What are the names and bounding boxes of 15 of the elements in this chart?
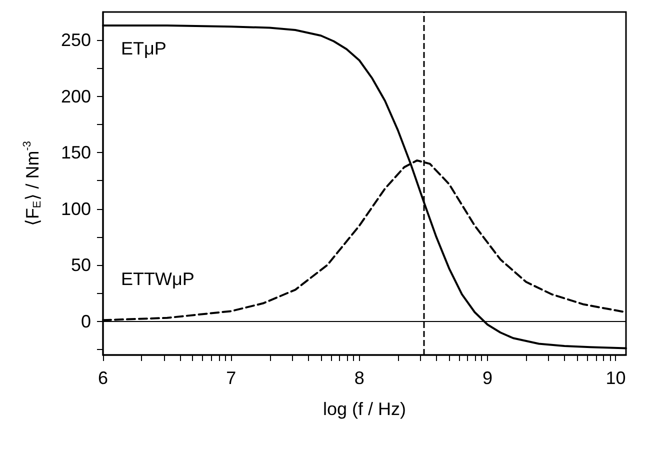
y-axis-title: ⟨FE⟩ / Nm-3 xyxy=(22,140,44,226)
y-tick-label: 150 xyxy=(60,142,91,163)
y-tick-label: 200 xyxy=(60,86,91,106)
series-label: ETTWμP xyxy=(121,269,194,290)
x-tick-label: 9 xyxy=(482,368,493,388)
x-tick-label: 8 xyxy=(354,368,364,388)
x-tick-label: 7 xyxy=(226,368,236,388)
y-tick-label: 100 xyxy=(60,198,91,219)
y-tick-label: 0 xyxy=(80,311,91,332)
x-tick-label: 10 xyxy=(606,368,626,388)
y-tick-label: 250 xyxy=(60,30,91,50)
y-tick-label: 50 xyxy=(70,255,91,276)
x-axis-title: log (f / Hz) xyxy=(322,399,406,419)
series-label: ETμP xyxy=(121,38,166,58)
x-tick-label: 6 xyxy=(98,368,108,388)
